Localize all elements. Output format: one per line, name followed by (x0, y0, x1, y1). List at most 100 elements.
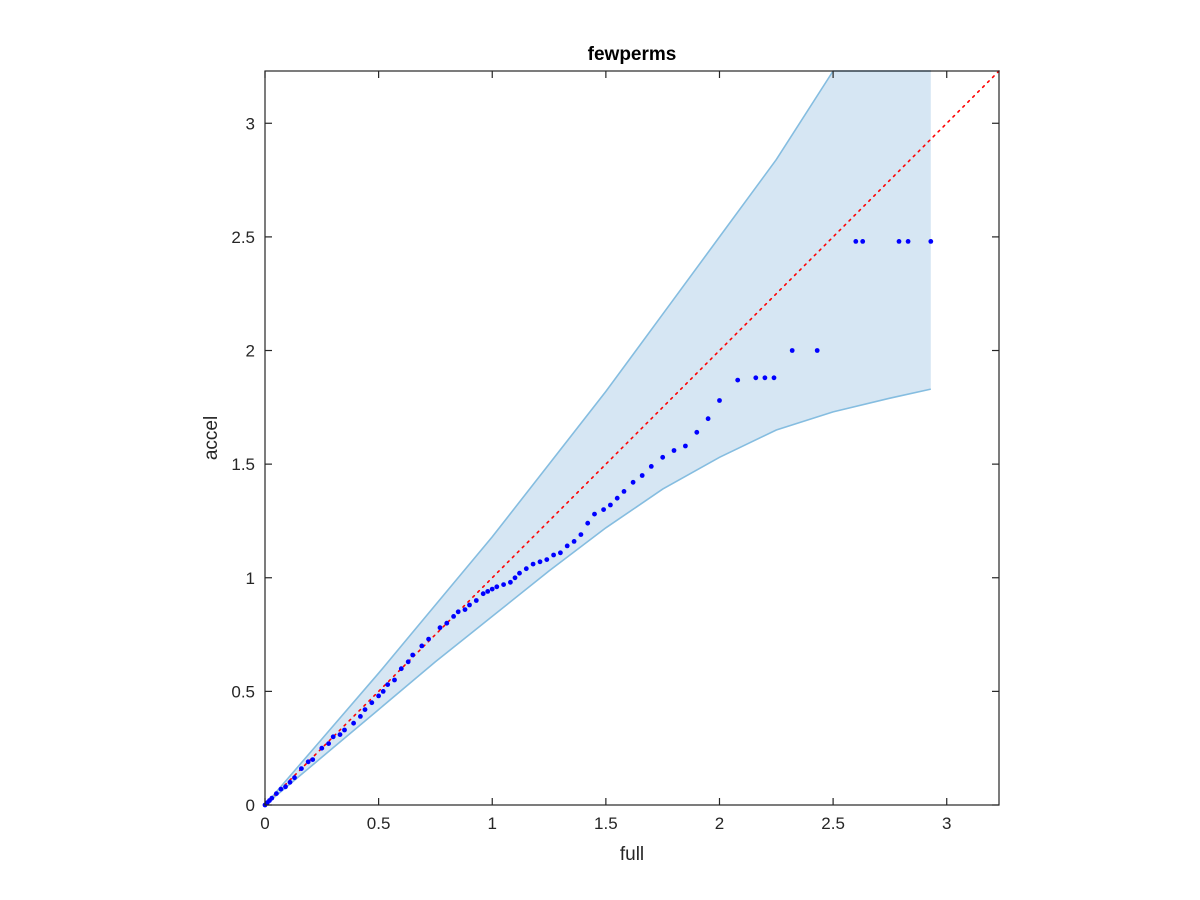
data-point (299, 766, 304, 771)
data-point (789, 348, 795, 353)
data-point (337, 732, 343, 737)
data-point (392, 677, 397, 683)
data-point (905, 239, 911, 244)
data-point (462, 607, 468, 612)
data-point (523, 566, 529, 572)
data-point (551, 552, 556, 558)
data-point (455, 609, 461, 615)
y-tick-label: 0 (246, 796, 255, 815)
y-tick-label: 3 (246, 114, 255, 133)
data-point (814, 348, 820, 353)
data-point (330, 734, 336, 740)
y-tick-label: 1.5 (231, 455, 255, 474)
x-axis-label: full (620, 844, 644, 865)
data-point (369, 700, 375, 706)
data-point (342, 727, 347, 733)
band-lower-edge (264, 388, 931, 806)
data-point (537, 559, 543, 565)
data-point (274, 791, 279, 796)
data-point (860, 239, 866, 244)
data-point (319, 745, 325, 751)
data-point (564, 543, 570, 549)
data-point (512, 575, 518, 581)
data-point (683, 443, 688, 449)
data-point (544, 557, 550, 562)
data-point (771, 375, 777, 381)
x-tick-label: 1.5 (594, 814, 618, 833)
x-tick-label: 1 (488, 814, 497, 833)
data-point (530, 561, 536, 567)
data-point (735, 377, 741, 383)
reference-line (264, 70, 1000, 806)
x-tick-label: 0 (260, 814, 269, 833)
data-point (717, 398, 722, 403)
reference-diagonal (264, 70, 1000, 806)
data-point (358, 714, 363, 719)
data-point (269, 795, 275, 801)
axes-box (264, 70, 1000, 806)
data-point (705, 416, 711, 422)
data-point (694, 429, 700, 435)
y-axis-label: accel (201, 416, 222, 460)
data-point (648, 464, 654, 469)
data-point (444, 620, 450, 626)
data-point (508, 579, 513, 585)
band-fill (265, 71, 931, 805)
y-tick-label: 0.5 (231, 682, 255, 701)
data-point (585, 520, 591, 526)
data-point (473, 598, 479, 603)
y-tick-label: 1 (246, 569, 255, 588)
data-point (608, 502, 613, 508)
data-point (426, 636, 431, 642)
data-point (480, 591, 486, 597)
data-point (380, 689, 386, 694)
data-point (305, 759, 311, 765)
data-point (326, 741, 331, 746)
data-point (362, 707, 368, 712)
data-point (385, 682, 391, 687)
x-tick-label: 3 (942, 814, 951, 833)
data-point (451, 614, 456, 619)
data-point (630, 479, 636, 485)
data-point (621, 489, 627, 494)
data-point (292, 775, 297, 781)
x-tick-label: 2.5 (821, 814, 845, 833)
data-point (437, 625, 443, 631)
data-point (501, 582, 506, 587)
data-point (485, 589, 491, 594)
data-point (287, 779, 293, 785)
data-point (467, 602, 472, 608)
data-point (558, 550, 563, 556)
data-points (262, 239, 934, 808)
x-tick-label: 0.5 (367, 814, 391, 833)
data-point (376, 693, 381, 699)
data-point (660, 454, 666, 460)
x-ticks: 0 0.5 1 1.5 2 2.5 3 (260, 71, 951, 833)
y-ticks: 0 0.5 1 1.5 2 2.5 3 (231, 114, 999, 815)
data-point (762, 375, 768, 381)
data-point (639, 473, 645, 478)
confidence-band (264, 70, 931, 806)
chart-title: fewperms (588, 44, 677, 65)
data-point (592, 511, 597, 517)
y-tick-label: 2.5 (231, 228, 255, 247)
data-point (283, 784, 288, 790)
data-point (571, 539, 577, 544)
data-point (419, 643, 425, 649)
data-point (853, 239, 859, 244)
data-point (896, 239, 902, 244)
x-tick-label: 2 (715, 814, 724, 833)
data-point (494, 584, 500, 590)
data-point (753, 375, 759, 381)
data-point (489, 586, 495, 592)
data-point (410, 652, 416, 658)
axes (264, 70, 1000, 806)
data-point (578, 532, 584, 537)
data-point (351, 720, 356, 726)
data-point (671, 448, 677, 453)
data-point (517, 570, 522, 576)
data-point (398, 666, 404, 672)
data-point (928, 239, 934, 244)
data-point (405, 659, 411, 665)
